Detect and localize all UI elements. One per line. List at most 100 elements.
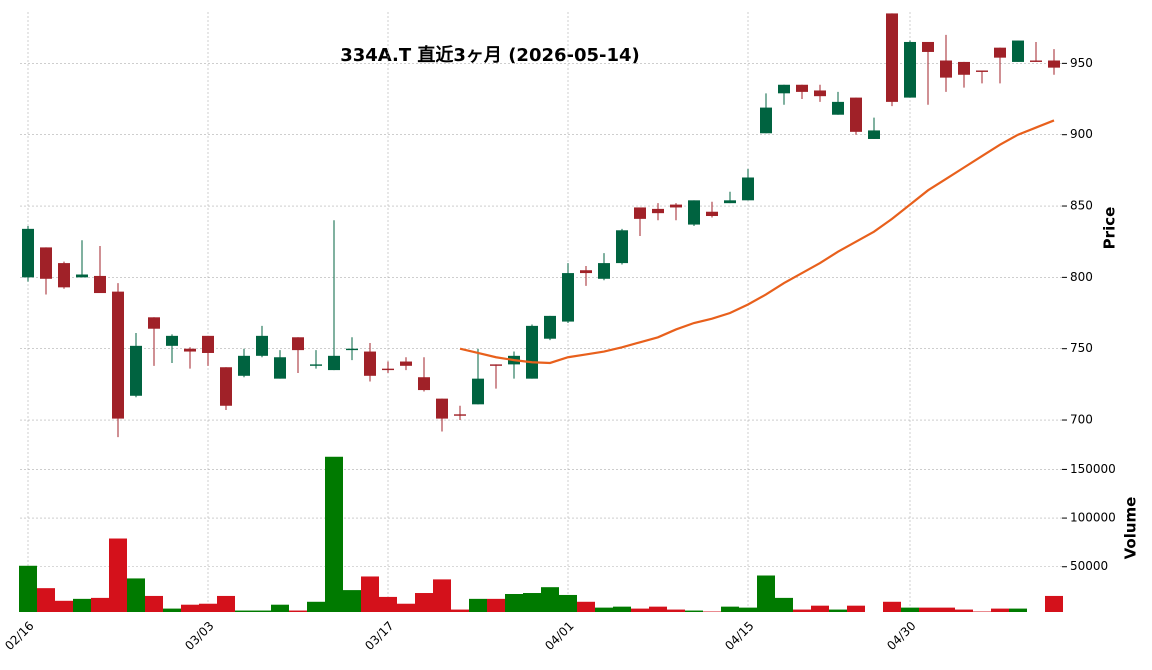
volume-bar bbox=[991, 608, 1009, 612]
y-tick-label: 100000 bbox=[1070, 511, 1116, 525]
y-tick-label: 850 bbox=[1070, 199, 1093, 213]
candle-body bbox=[706, 211, 718, 217]
candle-body bbox=[382, 368, 394, 371]
volume-bar bbox=[577, 601, 595, 612]
volume-bar bbox=[55, 600, 73, 612]
candle-body bbox=[1048, 60, 1060, 68]
volume-bar bbox=[145, 595, 163, 612]
volume-bar bbox=[73, 598, 91, 612]
volume-bar bbox=[451, 609, 469, 612]
candle-body bbox=[238, 355, 250, 376]
volume-bar bbox=[163, 608, 181, 612]
y-tick-label: 800 bbox=[1070, 270, 1093, 284]
candle-body bbox=[220, 367, 232, 406]
y-tick-label: 700 bbox=[1070, 413, 1093, 427]
volume-bar bbox=[631, 608, 649, 612]
candle-body bbox=[436, 398, 448, 419]
candle-body bbox=[742, 177, 754, 201]
volume-bar bbox=[433, 579, 451, 612]
candle-body bbox=[976, 70, 988, 72]
candle-body bbox=[796, 84, 808, 92]
candle-body bbox=[652, 208, 664, 214]
candle-body bbox=[634, 207, 646, 219]
volume-bar bbox=[793, 609, 811, 612]
volume-bar bbox=[613, 606, 631, 612]
candle-body bbox=[724, 200, 736, 204]
volume-bar bbox=[361, 576, 379, 612]
candle-body bbox=[940, 60, 952, 78]
candle-body bbox=[148, 317, 160, 329]
candle-body bbox=[364, 351, 376, 376]
candle-body bbox=[76, 274, 88, 278]
chart-title: 334A.T 直近3ヶ月 (2026-05-14) bbox=[340, 44, 640, 66]
volume-bar bbox=[757, 575, 775, 612]
candle-body bbox=[490, 364, 502, 366]
candle-body bbox=[94, 275, 106, 294]
y-tick-label: 750 bbox=[1070, 341, 1093, 355]
candle-body bbox=[22, 228, 34, 278]
candle-body bbox=[328, 355, 340, 371]
volume-bar bbox=[109, 538, 127, 612]
candle-body bbox=[544, 315, 556, 339]
volume-bar bbox=[775, 597, 793, 612]
volume-bar bbox=[379, 596, 397, 612]
candle-body bbox=[922, 41, 934, 52]
candle-body bbox=[598, 263, 610, 279]
candle-body bbox=[130, 345, 142, 396]
x-tick-label: 04/30 bbox=[884, 619, 918, 653]
x-tick-label: 03/17 bbox=[362, 619, 396, 653]
candle-body bbox=[526, 325, 538, 379]
candle-body bbox=[778, 84, 790, 94]
candle-body bbox=[418, 377, 430, 391]
volume-bar bbox=[199, 603, 217, 612]
volume-bar bbox=[829, 609, 847, 612]
y-tick-label: 150000 bbox=[1070, 462, 1116, 476]
candle-body bbox=[1012, 40, 1024, 62]
candle-body bbox=[346, 348, 358, 351]
candle-body bbox=[58, 263, 70, 288]
y-tick-label: 50000 bbox=[1070, 559, 1108, 573]
volume-bar bbox=[343, 590, 361, 612]
candle-body bbox=[472, 378, 484, 405]
y-tick-label: 900 bbox=[1070, 127, 1093, 141]
volume-bar bbox=[559, 594, 577, 612]
candle-body bbox=[850, 97, 862, 132]
volume-bar bbox=[127, 578, 145, 612]
volume-bar bbox=[37, 588, 55, 612]
volume-bar bbox=[883, 601, 901, 612]
candle-body bbox=[310, 364, 322, 366]
volume-axis-label: Volume bbox=[1122, 497, 1140, 560]
candle-body bbox=[868, 130, 880, 139]
volume-bar bbox=[595, 607, 613, 612]
volume-bar bbox=[1045, 595, 1063, 612]
x-tick-label: 02/16 bbox=[2, 619, 36, 653]
volume-bar bbox=[847, 605, 865, 612]
candle-body bbox=[904, 41, 916, 98]
volume-bar bbox=[469, 598, 487, 612]
candle-body bbox=[112, 291, 124, 419]
moving-average-line bbox=[459, 119, 1055, 365]
candle-body bbox=[886, 13, 898, 102]
volume-bar bbox=[253, 610, 271, 612]
volume-bar bbox=[937, 607, 955, 612]
volume-bar bbox=[19, 565, 37, 612]
volume-bar bbox=[325, 456, 343, 612]
volume-bar bbox=[667, 609, 685, 612]
candle-body bbox=[256, 335, 268, 356]
volume-bar bbox=[415, 593, 433, 612]
x-tick-label: 04/01 bbox=[542, 619, 576, 653]
candle-body bbox=[454, 414, 466, 416]
volume-bar bbox=[1009, 608, 1027, 612]
candle-body bbox=[400, 361, 412, 366]
candle-body bbox=[616, 230, 628, 264]
volume-bar bbox=[487, 598, 505, 612]
candle-body bbox=[814, 90, 826, 97]
volume-bar bbox=[235, 610, 253, 612]
candle-body bbox=[760, 107, 772, 134]
volume-bar bbox=[181, 604, 199, 612]
volume-bar bbox=[541, 587, 559, 612]
candle-body bbox=[166, 335, 178, 346]
y-tick-label: 950 bbox=[1070, 56, 1093, 70]
